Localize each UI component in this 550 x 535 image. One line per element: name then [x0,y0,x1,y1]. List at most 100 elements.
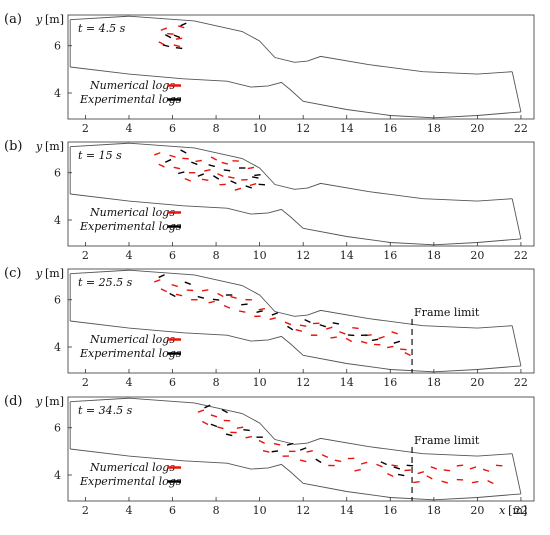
experimental-log [299,447,307,451]
x-tick-label: 14 [340,504,354,517]
x-tick-label: 14 [340,376,354,389]
experimental-log [286,442,294,446]
numerical-log [352,327,359,330]
numerical-log [387,345,394,349]
time-label: t = 15 s [78,149,122,162]
experimental-log [271,312,279,316]
numerical-log [197,409,205,413]
experimental-log [256,310,263,313]
numerical-log [441,480,448,484]
channel-outlet [511,198,522,240]
numerical-log [177,25,185,29]
y-tick-label: 6 [54,294,61,307]
experimental-log [304,319,311,323]
numerical-log [217,292,224,298]
x-tick-label: 2 [82,504,89,517]
experimental-log [158,274,165,279]
x-tick-label: 8 [213,504,220,517]
x-tick-label: 12 [296,504,310,517]
x-tick-label: 14 [340,249,354,262]
x-tick-label: 12 [296,376,310,389]
x-tick-label: 10 [253,122,267,135]
x-tick-label: 18 [427,376,441,389]
experimental-log [393,466,401,470]
numerical-log [378,335,385,340]
x-tick-label: 22 [514,504,528,517]
panel-label: (d) [4,394,22,409]
x-tick-label: 4 [125,122,132,135]
experimental-log [397,473,405,477]
panel-frame [67,14,535,120]
panel-frame [67,141,535,247]
y-axis-unit: [m] [45,267,64,280]
experimental-log [245,185,252,189]
numerical-log [160,27,168,31]
numerical-log [299,459,307,463]
numerical-log [175,293,183,297]
experimental-log [162,44,170,48]
experimental-log [208,164,215,168]
channel-top-boundary [70,397,513,457]
numerical-log [160,288,167,293]
experimental-log [212,298,220,301]
x-tick-label: 20 [470,249,484,262]
numerical-log [443,469,451,472]
experimental-log [184,281,192,285]
x-tick-label: 16 [383,504,397,517]
experimental-log [191,161,198,166]
experimental-log [221,409,228,414]
numerical-log [158,41,165,46]
channel-outlet [511,453,522,495]
numerical-log [201,178,209,182]
experimental-log [225,433,233,437]
numerical-log [201,289,209,292]
channel-outlet [511,325,522,367]
x-tick-label: 18 [427,504,441,517]
x-tick-label: 10 [253,249,267,262]
experimental-log [197,295,205,299]
panel-c: 2 4 6 8 10 12 14 16 18 20 22 4 6 (c) y [m] t = 25.5 s Num… [4,266,535,389]
x-tick-label: 4 [125,376,132,389]
x-tick-label: 8 [213,376,220,389]
numerical-log [169,154,176,158]
numerical-log [154,152,161,156]
experimental-log [197,173,205,177]
legend-numerical-label: Numerical logs [89,461,175,474]
numerical-log [482,468,490,472]
experimental-log [371,338,379,342]
numerical-log [426,475,433,480]
x-tick-label: 16 [383,249,397,262]
numerical-log [230,295,237,299]
x-tick-label: 12 [296,122,310,135]
frame-limit-label: Frame limit [414,306,480,319]
numerical-log [236,426,244,429]
numerical-log [204,168,211,172]
x-axis-label: x [499,504,506,517]
numerical-log [223,304,231,309]
y-tick-label: 4 [54,214,61,227]
experimental-log [241,303,248,306]
frame-limit-label: Frame limit [414,434,480,447]
experimental-log [165,34,172,39]
experimental-log [332,322,340,325]
numerical-log [321,454,329,459]
channel-bottom-boundary [70,193,521,246]
numerical-log [249,183,257,187]
y-axis-unit: [m] [45,13,64,26]
numerical-log [154,279,161,283]
numerical-log [173,166,181,170]
numerical-log [469,466,477,470]
time-label: t = 34.5 s [78,404,133,417]
numerical-log [284,321,292,326]
numerical-log [495,464,503,467]
x-tick-label: 20 [470,376,484,389]
numerical-log [430,466,438,470]
experimental-log [210,423,218,428]
experimental-log [287,325,294,331]
numerical-log [413,480,420,484]
numerical-log [417,471,425,475]
panel-a: 2 4 6 8 10 12 14 16 18 20 22 4 6 (a) y [m] t = 4.5 s Nume… [4,12,535,135]
y-tick-label: 6 [54,167,61,180]
panel-b: 2 4 6 8 10 12 14 16 18 20 22 4 6 (b) y [m] t = 15 s Numer… [4,139,535,262]
